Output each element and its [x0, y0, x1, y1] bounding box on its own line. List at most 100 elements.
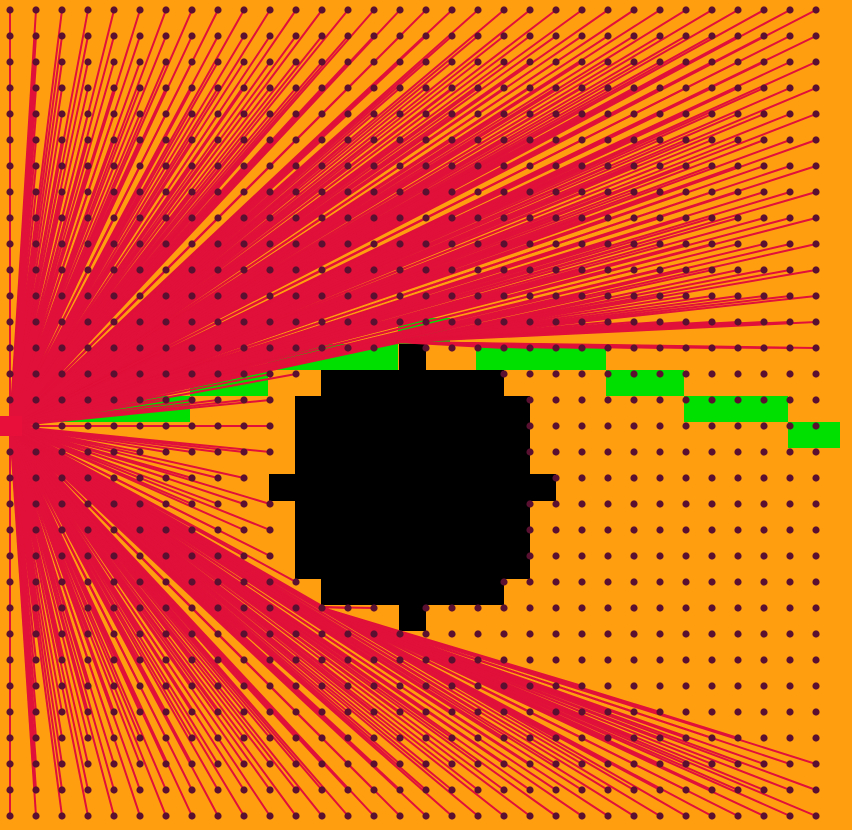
grid-node	[812, 318, 820, 326]
grid-node	[214, 240, 222, 248]
grid-node	[32, 708, 40, 716]
grid-node	[396, 266, 404, 274]
grid-node	[344, 84, 352, 92]
grid-node	[6, 396, 14, 404]
grid-node	[84, 526, 92, 534]
grid-node	[188, 84, 196, 92]
grid-node	[786, 32, 794, 40]
grid-node	[292, 214, 300, 222]
grid-node	[474, 136, 482, 144]
grid-node	[708, 812, 716, 820]
grid-node	[552, 630, 560, 638]
grid-node	[682, 656, 690, 664]
grid-node	[630, 474, 638, 482]
grid-node	[656, 786, 664, 794]
grid-node	[136, 214, 144, 222]
grid-node	[552, 214, 560, 222]
grid-node	[344, 604, 352, 612]
grid-node	[188, 760, 196, 768]
grid-node	[396, 84, 404, 92]
grid-node	[162, 58, 170, 66]
grid-node	[578, 32, 586, 40]
grid-node	[682, 552, 690, 560]
grid-node	[656, 500, 664, 508]
grid-node	[630, 552, 638, 560]
grid-node	[552, 266, 560, 274]
grid-node	[344, 708, 352, 716]
grid-node	[760, 448, 768, 456]
grid-node	[474, 708, 482, 716]
obstacle-block	[295, 500, 530, 527]
grid-node	[812, 812, 820, 820]
grid-node	[266, 682, 274, 690]
grid-node	[266, 708, 274, 716]
grid-node	[526, 240, 534, 248]
grid-node	[32, 396, 40, 404]
grid-node	[708, 136, 716, 144]
grid-node	[786, 500, 794, 508]
grid-node	[162, 812, 170, 820]
grid-node	[344, 656, 352, 664]
grid-node	[370, 318, 378, 326]
grid-node	[344, 6, 352, 14]
grid-node	[266, 630, 274, 638]
grid-node	[422, 786, 430, 794]
grid-node	[604, 84, 612, 92]
grid-node	[32, 344, 40, 352]
grid-node	[396, 708, 404, 716]
visibility-edge	[9, 425, 245, 505]
grid-node	[500, 812, 508, 820]
grid-node	[630, 396, 638, 404]
obstacle-block	[321, 370, 504, 397]
grid-node	[240, 500, 248, 508]
grid-node	[370, 136, 378, 144]
grid-node	[552, 578, 560, 586]
grid-node	[266, 448, 274, 456]
grid-node	[188, 656, 196, 664]
grid-node	[786, 370, 794, 378]
grid-node	[448, 58, 456, 66]
grid-node	[708, 604, 716, 612]
grid-node	[760, 214, 768, 222]
grid-node	[84, 110, 92, 118]
grid-node	[474, 240, 482, 248]
visibility-edge	[9, 425, 245, 791]
grid-node	[812, 682, 820, 690]
grid-node	[344, 58, 352, 66]
grid-node	[32, 162, 40, 170]
grid-node	[110, 214, 118, 222]
grid-node	[214, 604, 222, 612]
grid-node	[786, 760, 794, 768]
grid-node	[318, 682, 326, 690]
grid-node	[84, 604, 92, 612]
grid-node	[162, 422, 170, 430]
visibility-edge	[9, 425, 271, 453]
grid-node	[188, 214, 196, 222]
grid-node	[370, 32, 378, 40]
grid-node	[214, 708, 222, 716]
grid-node	[682, 422, 690, 430]
grid-node	[214, 812, 222, 820]
grid-node	[474, 812, 482, 820]
grid-node	[812, 162, 820, 170]
grid-node	[708, 422, 716, 430]
grid-node	[266, 734, 274, 742]
grid-node	[6, 682, 14, 690]
grid-node	[292, 84, 300, 92]
grid-node	[578, 812, 586, 820]
grid-node	[422, 604, 430, 612]
grid-node	[422, 162, 430, 170]
grid-node	[370, 812, 378, 820]
grid-node	[6, 214, 14, 222]
grid-node	[188, 604, 196, 612]
grid-node	[578, 760, 586, 768]
visibility-edge	[9, 347, 115, 427]
grid-node	[240, 32, 248, 40]
visibility-edge	[9, 425, 141, 817]
grid-node	[708, 396, 716, 404]
grid-node	[630, 266, 638, 274]
grid-node	[370, 292, 378, 300]
grid-node	[682, 6, 690, 14]
grid-node	[240, 630, 248, 638]
grid-node	[136, 188, 144, 196]
